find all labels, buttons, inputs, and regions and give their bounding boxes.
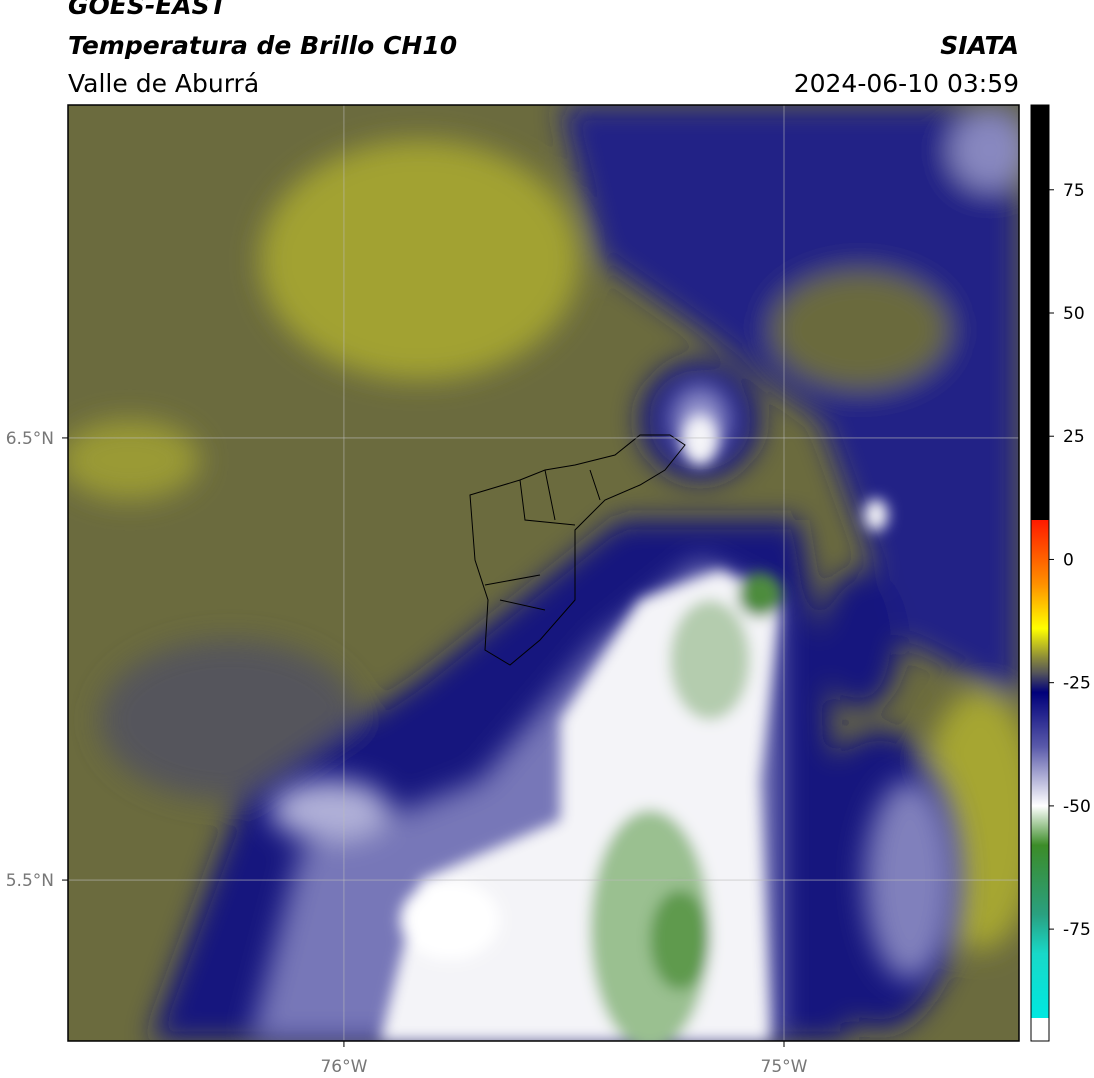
map-frame [67,104,1020,1042]
colorbar-tick-label: -50 [1063,797,1091,817]
colorbar [1030,104,1050,1042]
colorbar-tick-label: 50 [1063,304,1085,324]
colorbar-tick-label: 75 [1063,181,1085,201]
x-tick-label: 76°W [320,1057,367,1077]
colorbar-tick-label: 25 [1063,427,1085,447]
colorbar-tick-label: 0 [1063,550,1074,570]
x-tick-label: 75°W [761,1057,808,1077]
colorbar-tick-label: -75 [1063,920,1091,940]
y-tick-label: 5.5°N [6,871,54,891]
satellite-image [68,105,1019,1041]
region: Valle de Aburrá [68,69,259,98]
datetime: 2024-06-10 03:59 [794,69,1019,98]
colorbar-tick-label: -25 [1063,674,1091,694]
y-tick-label: 6.5°N [6,429,54,449]
source: SIATA [940,31,1019,60]
subtitle: Temperatura de Brillo CH10 [68,31,457,60]
title: GOES-EAST [68,0,229,20]
